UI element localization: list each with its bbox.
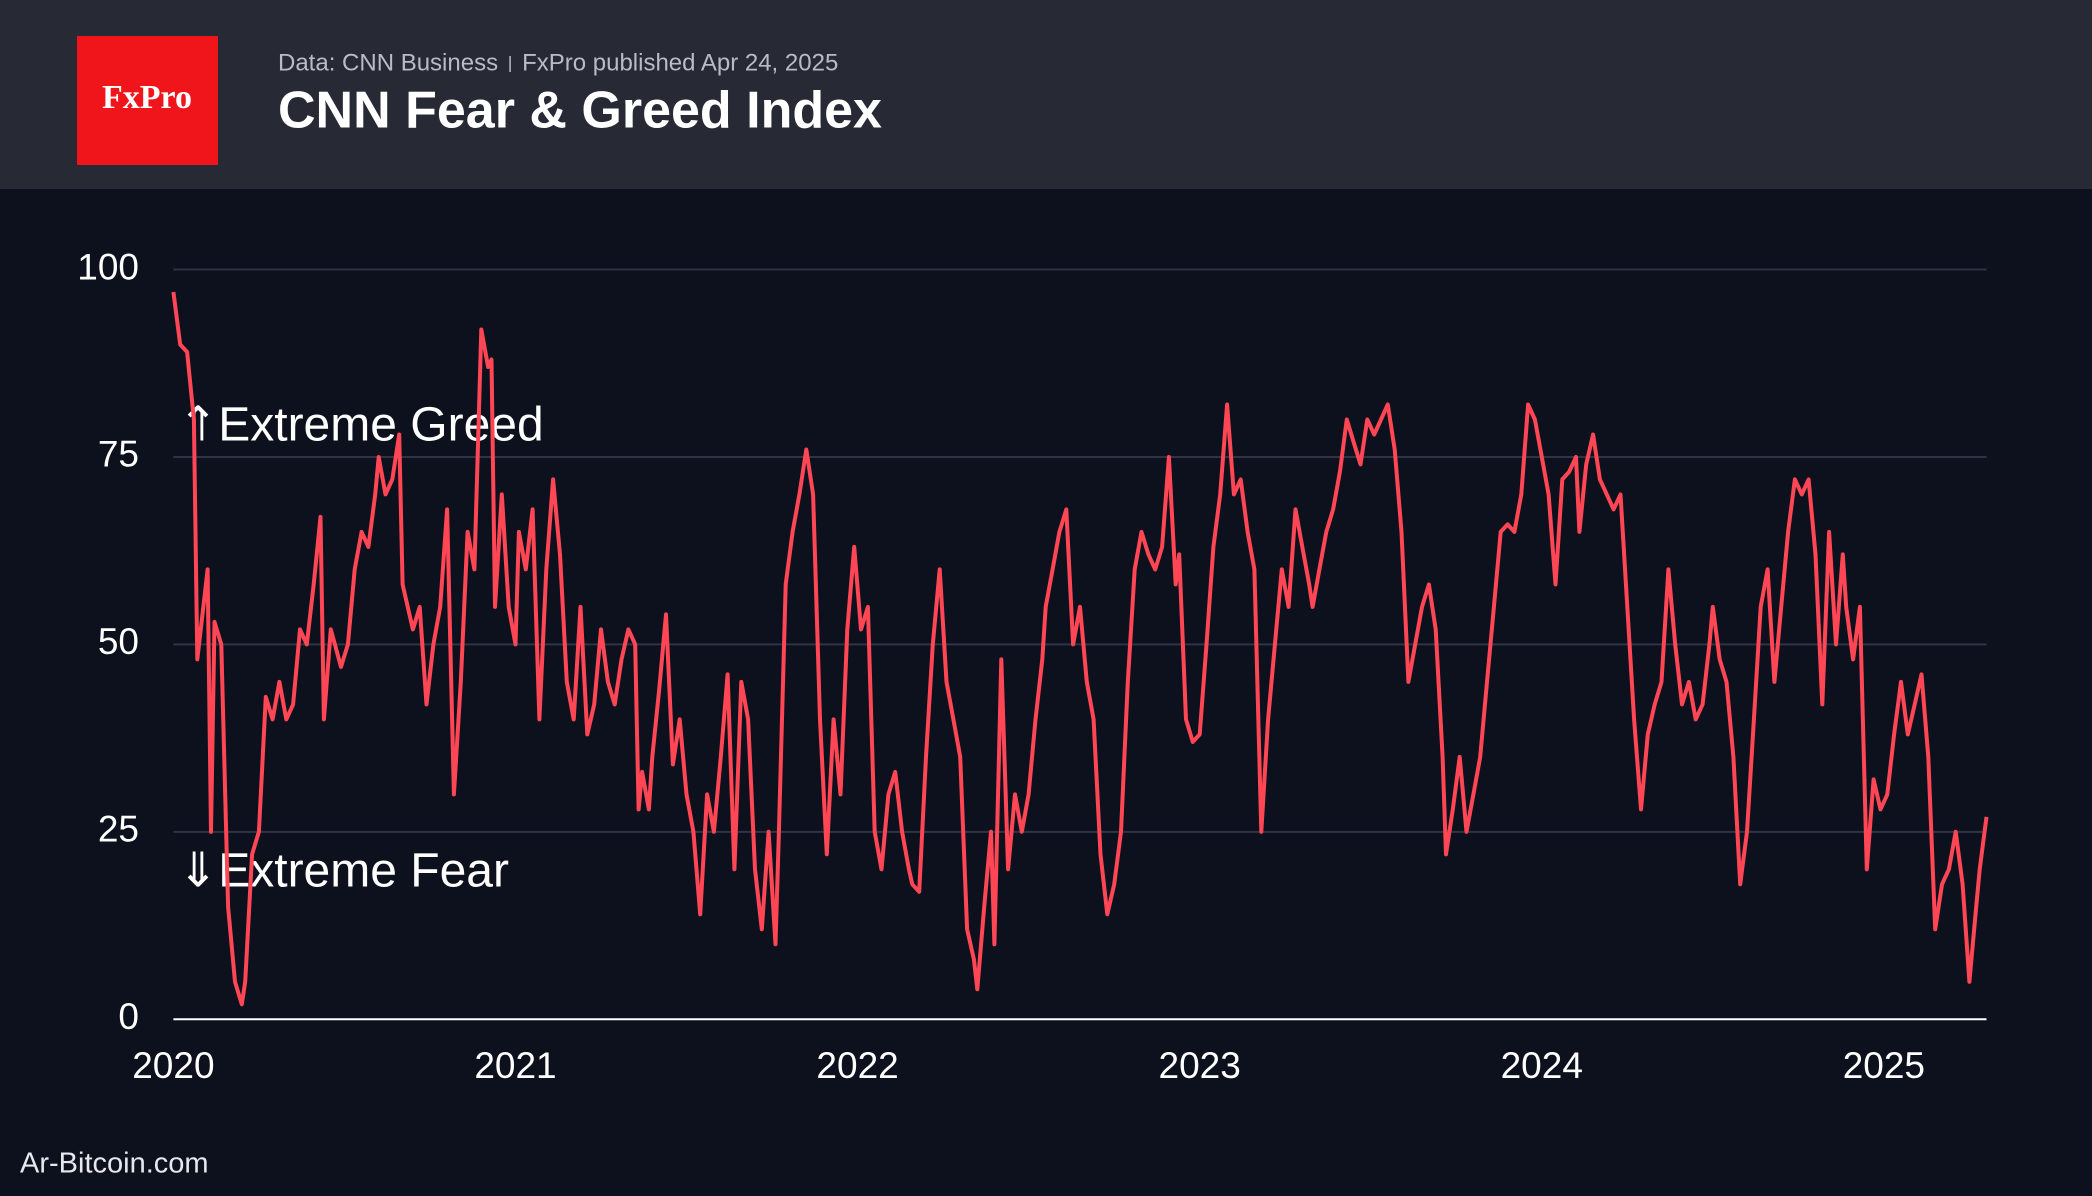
- x-tick-label: 2020: [132, 1045, 214, 1086]
- footer: Ar-Bitcoin.com: [20, 1148, 209, 1180]
- y-tick-label: 0: [118, 996, 139, 1037]
- y-tick-label: 100: [77, 246, 139, 287]
- annotation: ⇑Extreme Greed: [178, 399, 544, 452]
- header: [0, 0, 2092, 189]
- y-tick-label: 25: [98, 809, 139, 850]
- chart-title: CNN Fear & Greed Index: [278, 82, 882, 140]
- published: FxPro published Apr 24, 2025: [522, 49, 838, 76]
- line: [171, 291, 1989, 1007]
- x-tick-label: 2025: [1843, 1045, 1925, 1086]
- x-tick-label: 2021: [474, 1045, 556, 1086]
- logo: FxPro: [102, 79, 192, 116]
- annotation: ⇓Extreme Fear: [178, 845, 509, 898]
- logo-box: [77, 36, 218, 165]
- x-tick-label: 2022: [816, 1045, 898, 1086]
- source: Data: CNN Business: [278, 49, 498, 76]
- y-tick-label: 50: [98, 621, 139, 662]
- y-tick-label: 75: [98, 434, 139, 475]
- x-tick-label: 2023: [1159, 1045, 1241, 1086]
- x-tick-label: 2024: [1501, 1045, 1583, 1086]
